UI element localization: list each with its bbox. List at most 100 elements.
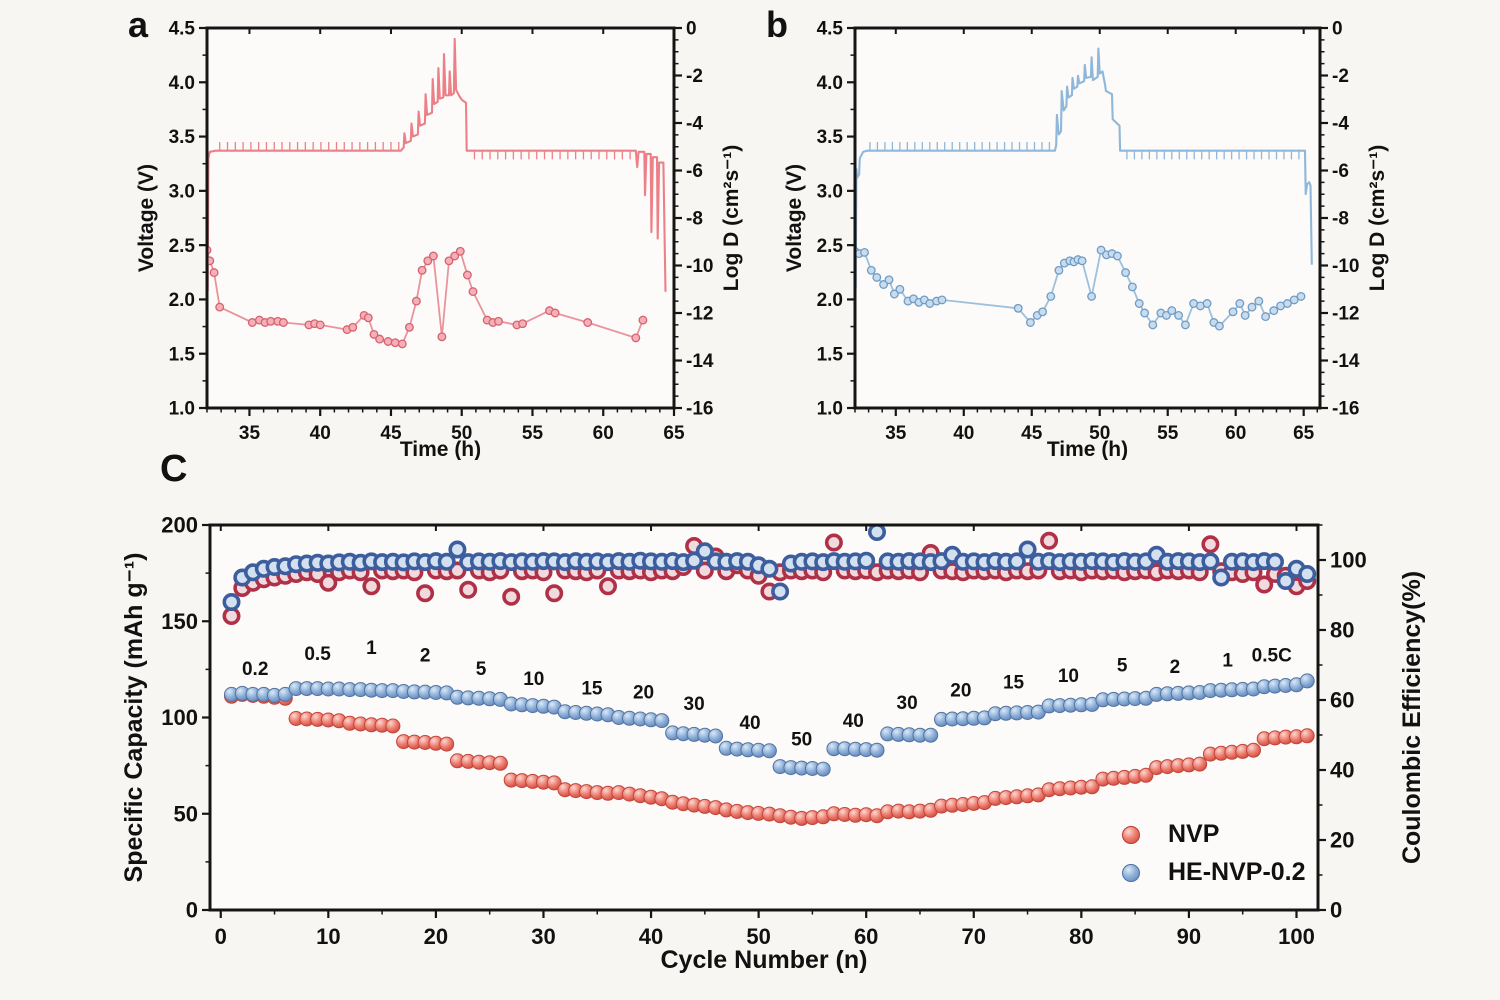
legend-label-henvp: HE-NVP-0.2 — [1168, 858, 1306, 886]
rate-label: 40 — [843, 711, 864, 732]
svg-text:0: 0 — [215, 924, 227, 949]
svg-text:35: 35 — [239, 423, 261, 444]
svg-text:-4: -4 — [686, 114, 703, 135]
svg-text:-2: -2 — [1332, 66, 1349, 87]
series-layer — [855, 47, 1313, 331]
panel-b-chart: 35 40 45 50 55 60 65 1.0 1.5 2.0 2.5 3.0 3.5 4.0 4.5 0 -… — [783, 19, 1389, 460]
rate-label: 20 — [633, 682, 654, 703]
svg-text:-4: -4 — [1332, 114, 1349, 135]
y2-axis-title: Coulombic Efficiency(%) — [1398, 571, 1426, 864]
svg-text:-8: -8 — [686, 209, 703, 230]
rate-label: 2 — [420, 646, 431, 667]
panel-b-label: b — [766, 4, 788, 45]
svg-text:3.5: 3.5 — [817, 127, 844, 148]
svg-text:40: 40 — [1330, 758, 1354, 783]
svg-text:45: 45 — [380, 423, 402, 444]
svg-text:55: 55 — [1157, 423, 1179, 444]
svg-text:10: 10 — [316, 924, 340, 949]
svg-text:-14: -14 — [686, 351, 714, 372]
svg-text:0: 0 — [1330, 898, 1342, 923]
legend-item-henvp: HE-NVP-0.2 — [1122, 858, 1362, 887]
svg-text:2.5: 2.5 — [169, 236, 196, 257]
svg-text:-16: -16 — [686, 399, 713, 420]
x-axis-title: Cycle Number (n) — [661, 946, 868, 974]
svg-text:-8: -8 — [1332, 209, 1349, 230]
rate-label: 0.5C — [1252, 646, 1292, 667]
svg-text:200: 200 — [161, 513, 198, 538]
svg-text:4.5: 4.5 — [817, 19, 844, 40]
svg-text:70: 70 — [962, 924, 986, 949]
panel-a-chart: 35 40 45 50 55 60 65 1.0 1.5 2.0 2.5 3.0 3.5 4.0 4.5 0 -… — [135, 19, 743, 460]
svg-text:-12: -12 — [1332, 304, 1359, 325]
henvp-marker-icon — [1122, 863, 1140, 882]
svg-text:-14: -14 — [1332, 351, 1360, 372]
series-henvp-voltage — [855, 47, 1313, 289]
y2-axis-title: Log D (cm²s⁻¹) — [1366, 145, 1389, 291]
rate-label: 5 — [476, 659, 487, 680]
svg-text:3.5: 3.5 — [169, 127, 196, 148]
svg-text:-2: -2 — [686, 66, 703, 87]
svg-text:30: 30 — [531, 924, 555, 949]
svg-text:0: 0 — [186, 898, 198, 923]
svg-text:20: 20 — [1330, 828, 1354, 853]
svg-text:-6: -6 — [1332, 161, 1349, 182]
svg-text:45: 45 — [1021, 423, 1043, 444]
rate-label: 1 — [366, 638, 377, 659]
series-nvp-logD — [207, 245, 648, 349]
panel-a-label: a — [128, 4, 149, 45]
rate-label: 5 — [1117, 655, 1128, 676]
svg-text:80: 80 — [1069, 924, 1093, 949]
axes: 35 40 45 50 55 60 65 1.0 1.5 2.0 2.5 3.0 3.5 4.0 4.5 0 -… — [135, 19, 743, 460]
svg-text:-12: -12 — [686, 304, 713, 325]
svg-text:-10: -10 — [1332, 256, 1359, 277]
svg-text:-16: -16 — [1332, 399, 1359, 420]
svg-text:50: 50 — [174, 801, 198, 826]
series-nvp-capacity — [224, 686, 1315, 826]
rate-label: 20 — [950, 680, 971, 701]
rate-label: 50 — [791, 729, 812, 750]
rate-label: 0.2 — [242, 659, 268, 680]
rate-label: 30 — [684, 694, 705, 715]
svg-text:0: 0 — [1332, 19, 1343, 40]
y-axis-title: Voltage (V) — [135, 164, 158, 272]
svg-text:0: 0 — [686, 19, 697, 40]
svg-text:1.0: 1.0 — [169, 399, 195, 420]
svg-text:4.0: 4.0 — [169, 73, 195, 94]
y-axis-title: Voltage (V) — [783, 164, 806, 272]
svg-text:3.0: 3.0 — [817, 182, 843, 203]
svg-text:55: 55 — [522, 423, 544, 444]
axes: 0 10 20 30 40 50 60 70 80 90 100050100150200020406… — [120, 513, 1426, 974]
svg-text:50: 50 — [451, 423, 472, 444]
rate-label: 40 — [739, 713, 760, 734]
axes: 35 40 45 50 55 60 65 1.0 1.5 2.0 2.5 3.0 3.5 4.0 4.5 0 -… — [783, 19, 1389, 460]
svg-text:150: 150 — [161, 609, 198, 634]
svg-text:100: 100 — [161, 705, 198, 730]
svg-text:1.0: 1.0 — [817, 399, 843, 420]
legend-item-nvp: NVP — [1122, 820, 1362, 849]
series-henvp-efficiency — [222, 525, 1317, 612]
svg-text:-6: -6 — [686, 161, 703, 182]
rate-label: 0.5 — [304, 644, 331, 665]
svg-text:-10: -10 — [686, 256, 713, 277]
svg-text:40: 40 — [310, 423, 331, 444]
series-layer — [207, 37, 667, 349]
y-axis-title: Specific Capacity (mAh g⁻¹) — [120, 553, 148, 883]
rate-label: 1 — [1222, 650, 1233, 671]
svg-text:4.5: 4.5 — [169, 19, 196, 40]
series-henvp-capacity — [224, 673, 1315, 777]
rate-label: 30 — [897, 693, 918, 714]
svg-text:60: 60 — [1225, 423, 1246, 444]
series-nvp-voltage — [207, 37, 667, 292]
panel-c-label: C — [160, 448, 188, 490]
plot-area — [855, 28, 1320, 408]
svg-text:50: 50 — [746, 924, 770, 949]
svg-text:60: 60 — [593, 423, 614, 444]
svg-text:60: 60 — [854, 924, 878, 949]
rate-label: 10 — [523, 669, 544, 690]
svg-text:4.0: 4.0 — [817, 73, 843, 94]
svg-text:1.5: 1.5 — [169, 344, 196, 365]
svg-text:3.0: 3.0 — [169, 182, 195, 203]
y2-axis-title: Log D (cm²s⁻¹) — [720, 145, 743, 291]
svg-text:2.5: 2.5 — [817, 236, 844, 257]
